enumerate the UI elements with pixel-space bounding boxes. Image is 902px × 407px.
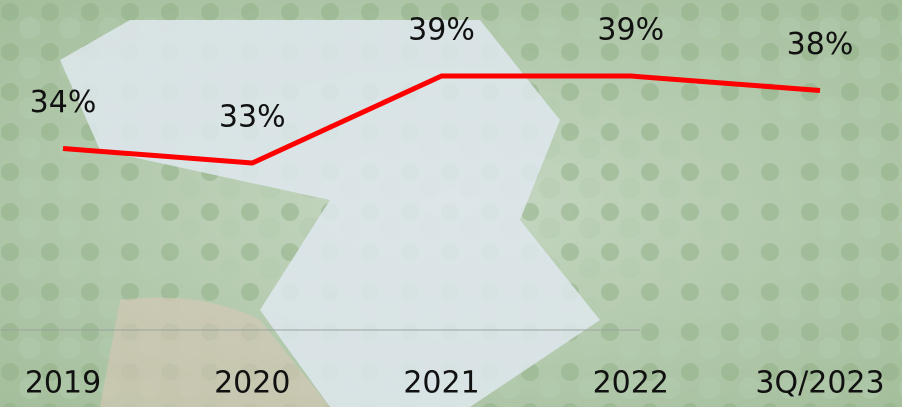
x-tick-label: 3Q/2023 bbox=[755, 366, 884, 401]
data-label: 39% bbox=[597, 13, 664, 48]
data-label: 38% bbox=[787, 27, 854, 62]
data-label: 34% bbox=[30, 85, 97, 120]
x-tick-label: 2022 bbox=[593, 366, 669, 401]
data-label: 39% bbox=[408, 13, 475, 48]
data-label: 33% bbox=[219, 100, 286, 135]
x-tick-label: 2019 bbox=[25, 366, 101, 401]
x-tick-label: 2020 bbox=[214, 366, 290, 401]
data-line bbox=[62, 73, 821, 166]
x-tick-label: 2021 bbox=[403, 366, 479, 401]
